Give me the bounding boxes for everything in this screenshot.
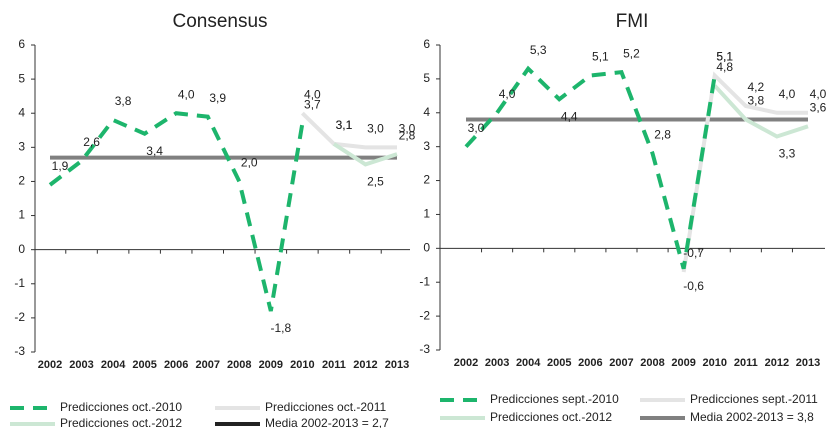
y-tick-label: 0 [18, 242, 25, 256]
x-tick-label: 2013 [385, 359, 409, 371]
y-tick-label: 1 [18, 208, 25, 222]
data-label: 5,2 [623, 46, 640, 60]
data-label: 5,1 [592, 50, 609, 64]
data-label: 3,1 [336, 118, 353, 132]
y-tick-label: 1 [423, 207, 430, 221]
x-tick-label: 2004 [101, 359, 126, 371]
data-label: 4,0 [178, 87, 195, 101]
data-label: 3,4 [146, 144, 163, 158]
y-tick-label: 3 [18, 140, 25, 154]
y-tick-label: -2 [419, 308, 430, 322]
x-tick-label: 2006 [164, 359, 188, 371]
y-tick-label: -1 [14, 276, 25, 290]
series-line [681, 71, 808, 273]
y-tick-label: -3 [14, 344, 25, 358]
data-label: 4,8 [716, 60, 733, 74]
series-line [713, 84, 809, 139]
data-label: 2,8 [399, 128, 416, 142]
series-line [464, 65, 717, 270]
data-label: 5,1 [716, 50, 733, 64]
x-tick-label: 2008 [227, 359, 251, 371]
series-line [332, 142, 398, 167]
legend-label: Predicciones oct.-2011 [265, 400, 387, 414]
legend-label: Media 2002-2013 = 2,7 [265, 416, 389, 428]
data-label: 3,6 [810, 101, 827, 115]
x-tick-label: 2010 [702, 357, 726, 369]
x-tick-label: 2013 [796, 357, 820, 369]
y-tick-label: 4 [18, 105, 25, 119]
data-label: 3,9 [209, 91, 226, 105]
legend-label: Media 2002-2013 = 3,8 [690, 410, 814, 424]
data-label: 5,1 [716, 50, 733, 64]
data-label: 2,0 [241, 156, 258, 170]
x-tick-label: 2009 [259, 359, 283, 371]
y-tick-label: -2 [14, 310, 25, 324]
series-line [300, 111, 397, 150]
y-tick-label: 3 [423, 139, 430, 153]
y-tick-label: 4 [423, 105, 430, 119]
data-label: 4,4 [561, 109, 578, 123]
data-label: 4,0 [304, 87, 321, 101]
y-tick-label: 6 [18, 37, 25, 51]
data-label: 2,8 [654, 128, 671, 142]
y-tick-label: 5 [423, 71, 430, 85]
data-label: 3,0 [399, 122, 416, 136]
legend-label: Predicciones oct.-2012 [60, 416, 182, 428]
y-tick-label: 6 [423, 37, 430, 51]
data-label: 3,0 [468, 121, 485, 135]
x-tick-label: 2002 [454, 357, 478, 369]
x-tick-label: 2009 [671, 357, 695, 369]
legend-label: Predicciones oct.-2010 [60, 400, 182, 414]
x-tick-label: 2010 [290, 359, 314, 371]
chart-title: FMI [616, 11, 649, 32]
x-tick-label: 2005 [132, 359, 156, 371]
data-label: 4,0 [779, 87, 796, 101]
data-label: 2,6 [83, 135, 100, 149]
legend-label: Predicciones oct.-2012 [490, 410, 612, 424]
x-tick-label: 2003 [69, 359, 93, 371]
x-tick-label: 2002 [38, 359, 62, 371]
legend-label: Predicciones sept.-2010 [490, 392, 619, 406]
y-tick-label: -1 [419, 274, 430, 288]
y-tick-label: 0 [423, 241, 430, 255]
data-label: 4,0 [810, 87, 827, 101]
y-tick-label: 2 [18, 174, 25, 188]
series-line [48, 111, 305, 312]
legend-label: Predicciones sept.-2011 [690, 392, 818, 406]
x-tick-label: 2006 [578, 357, 602, 369]
x-tick-label: 2007 [195, 359, 219, 371]
data-label: -0,6 [683, 279, 704, 293]
data-label: 2,5 [367, 175, 384, 189]
x-tick-label: 2004 [516, 357, 541, 369]
data-label: 3,8 [115, 94, 132, 108]
x-tick-label: 2005 [547, 357, 571, 369]
y-tick-label: 2 [423, 173, 430, 187]
x-tick-label: 2011 [322, 359, 346, 371]
y-tick-label: 5 [18, 71, 25, 85]
data-label: -0,7 [683, 246, 704, 260]
data-label: 4,0 [499, 87, 516, 101]
x-tick-label: 2011 [734, 357, 758, 369]
data-label: 3,7 [304, 98, 321, 112]
x-tick-label: 2012 [353, 359, 377, 371]
data-label: 3,8 [747, 94, 764, 108]
x-tick-label: 2007 [609, 357, 633, 369]
data-label: 4,2 [747, 80, 764, 94]
data-label: 1,9 [52, 159, 69, 173]
data-label: 3,1 [336, 118, 353, 132]
x-tick-label: 2012 [765, 357, 789, 369]
data-label: 5,3 [530, 43, 547, 57]
data-label: 3,3 [779, 147, 796, 161]
data-label: 3,0 [367, 122, 384, 136]
y-tick-label: -3 [419, 342, 430, 356]
x-tick-label: 2003 [485, 357, 509, 369]
data-label: -1,8 [270, 321, 291, 335]
x-tick-label: 2008 [640, 357, 664, 369]
chart-title: Consensus [172, 11, 267, 32]
